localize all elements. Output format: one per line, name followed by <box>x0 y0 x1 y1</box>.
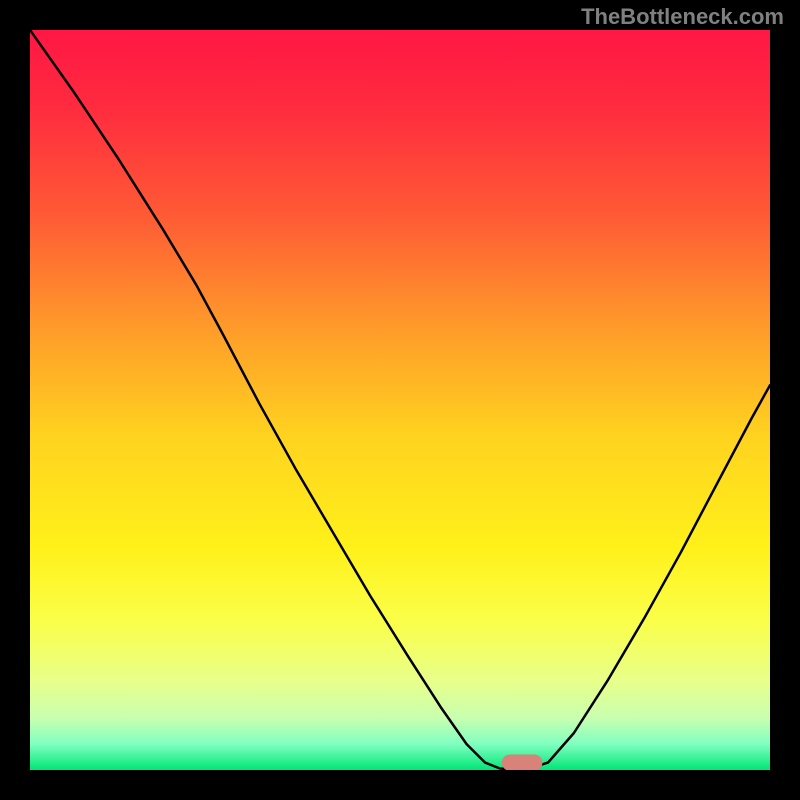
optimal-marker <box>502 754 543 770</box>
curve-line <box>30 30 770 770</box>
watermark-text: TheBottleneck.com <box>581 4 784 30</box>
plot-area <box>30 30 770 770</box>
bottleneck-curve <box>30 30 770 770</box>
